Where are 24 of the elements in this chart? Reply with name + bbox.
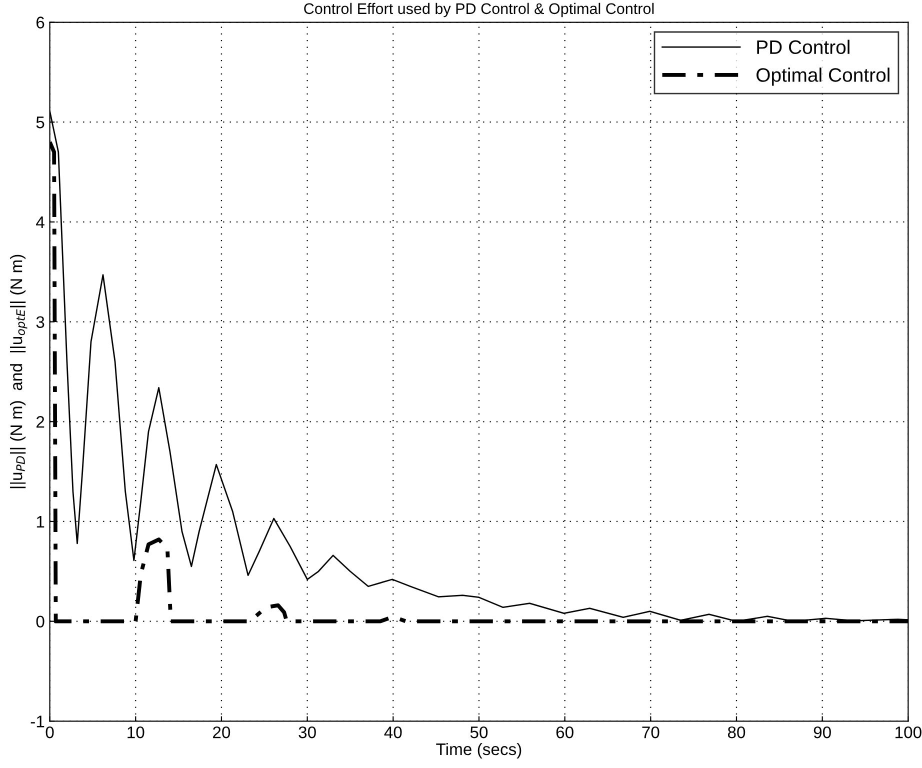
y-tick-label: 2 [36, 416, 44, 428]
y-tick-label: 4 [36, 216, 44, 228]
x-tick-label: 90 [814, 726, 831, 738]
x-axis-title: Time (secs) [436, 742, 522, 758]
legend-label: Optimal Control [756, 68, 890, 86]
x-tick-label: 30 [298, 726, 316, 738]
x-tick-label: 70 [642, 726, 660, 738]
y-tick-label: 0 [36, 616, 44, 628]
y-tick-label: 6 [36, 16, 44, 28]
y-tick-label: 1 [36, 516, 44, 528]
y-tick-label: -1 [30, 716, 44, 728]
y-tick-label: 3 [36, 316, 44, 328]
legend-label: PD Control [757, 40, 850, 54]
x-tick-label: 100 [896, 726, 922, 738]
x-tick-label: 40 [384, 726, 402, 738]
x-tick-label: 80 [728, 726, 746, 738]
x-tick-label: 50 [470, 726, 488, 738]
x-tick-label: 0 [46, 726, 54, 738]
x-tick-label: 60 [556, 726, 574, 738]
y-tick-label: 5 [36, 116, 44, 128]
y-axis-title: ||u$_{PD}$|| (N m) and ||u$_{optE}$|| (N m) [10, 254, 28, 488]
x-tick-label: 20 [213, 726, 230, 738]
x-tick-label: 10 [128, 726, 144, 738]
chart-title: Control Effort used by PD Control & Optimal Control [304, 2, 654, 18]
